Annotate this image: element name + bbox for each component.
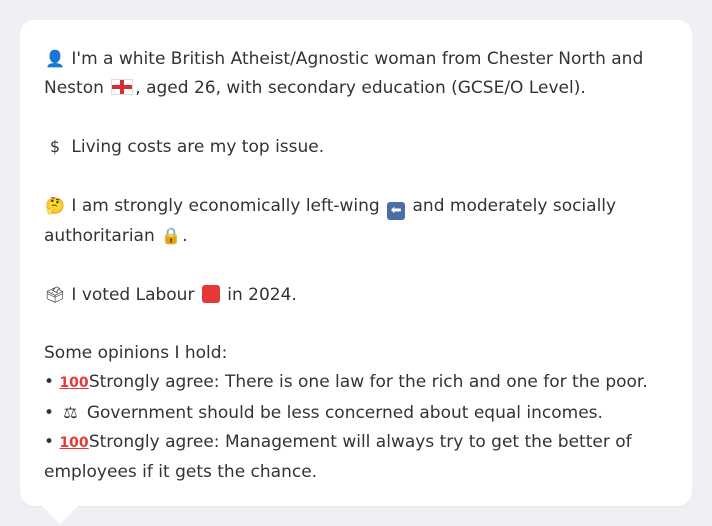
bullet: • [44,372,55,392]
opinion-text: Strongly agree: There is one law for the… [88,372,648,392]
bubble-tail [40,504,80,524]
spacer [44,251,668,280]
position-prefix: I am strongly economically left-wing [71,196,380,216]
message-bubble: 👤 I'm a white British Atheist/Agnostic w… [20,20,692,506]
vote-line: 🗳 I voted Labour in 2024. [44,280,668,310]
thinking-face-icon: 🤔 [45,196,65,215]
opinion-item: • 100 Strongly agree: There is one law f… [44,368,668,398]
profile-intro-text: I'm a white British Atheist/Agnostic wom… [44,49,644,98]
profile-intro-suffix: , aged 26, with secondary education (GCS… [135,78,586,98]
spacer [44,103,668,132]
person-icon: 👤 [45,49,65,68]
hundred-icon: 100 [59,435,89,451]
hundred-icon: 100 [59,375,89,391]
vote-prefix: I voted Labour [71,285,195,305]
opinion-item: • 100 Strongly agree: Management will al… [44,428,668,487]
profile-line: 👤 I'm a white British Atheist/Agnostic w… [44,44,668,103]
spacer [44,162,668,191]
opinion-text: Strongly agree: Management will always t… [44,432,632,482]
position-middle: and moderately socially authoritarian [44,196,617,246]
bullet: • [44,403,55,423]
england-flag-icon [111,79,134,95]
opinion-item: • ⚖ Government should be less concerned … [44,398,668,428]
judge-icon: ⚖ [63,403,78,422]
opinion-text: Government should be less concerned abou… [86,403,603,423]
spacer [44,310,668,339]
issue-line: $ Living costs are my top issue. [44,132,668,162]
ballot-box-icon: 🗳 [44,285,66,304]
vote-suffix: in 2024. [227,285,297,305]
bullet: • [44,432,55,452]
issue-text: Living costs are my top issue. [71,137,325,157]
opinions-heading: Some opinions I hold: [44,343,228,363]
dollar-icon: $ [49,137,61,156]
position-line: 🤔 I am strongly economically left-wing ⬅… [44,191,668,251]
left-arrow-icon: ⬅ [387,202,406,220]
red-square-icon [201,285,220,303]
position-suffix: . [182,226,188,246]
lock-icon: 🔒 [161,226,182,245]
